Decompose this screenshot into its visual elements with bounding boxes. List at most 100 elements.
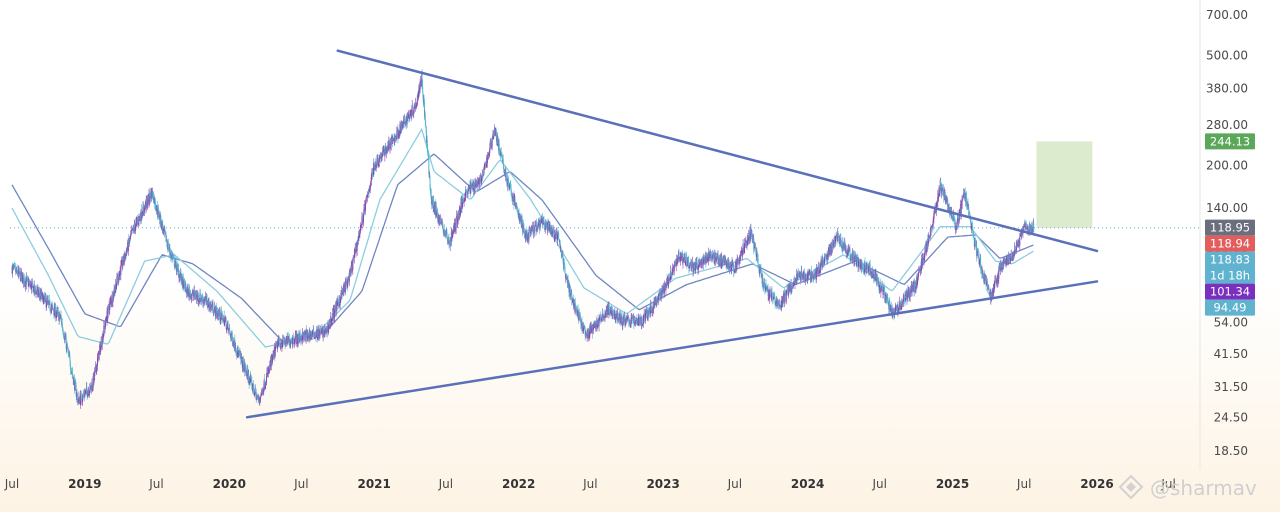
candle-body <box>474 188 476 190</box>
candle-body <box>87 391 89 396</box>
candle-body <box>687 257 689 264</box>
candle-body <box>136 219 138 221</box>
candle-body <box>222 315 224 322</box>
candle-body <box>19 270 21 275</box>
candle-body <box>925 246 927 249</box>
candle-body <box>874 274 876 276</box>
candle-body <box>658 292 660 295</box>
candle-body <box>177 265 179 269</box>
candle-body <box>662 287 664 289</box>
candle-body <box>398 132 400 133</box>
candle-body <box>701 259 703 262</box>
candle-body <box>261 389 263 393</box>
candle-body <box>145 198 147 210</box>
candle-body <box>103 326 105 336</box>
candle-body <box>418 91 420 99</box>
candle-body <box>541 218 543 221</box>
candle-body <box>107 305 109 314</box>
candle-body <box>670 275 672 277</box>
candle-body <box>852 253 854 260</box>
candle-body <box>840 236 841 238</box>
candle-body <box>887 295 889 303</box>
candles[interactable] <box>11 69 1035 409</box>
candle-body <box>924 245 926 254</box>
candle-body <box>256 396 258 400</box>
candle-body <box>909 288 911 297</box>
candle-body <box>535 222 537 232</box>
candle-body <box>347 279 349 288</box>
candle-body <box>652 306 654 313</box>
candle-body <box>128 242 130 244</box>
candle-body <box>484 163 486 165</box>
candle-body <box>51 305 53 309</box>
candle-body <box>751 234 753 242</box>
candle-body <box>883 287 885 290</box>
candle-body <box>66 344 68 350</box>
candle-body <box>734 270 736 273</box>
candle-body <box>42 294 44 296</box>
candle-body <box>739 254 741 257</box>
candle-body <box>688 266 690 269</box>
candle-body <box>889 303 891 308</box>
candle-body <box>614 311 616 320</box>
candle-body <box>985 276 987 281</box>
candle-body <box>511 195 513 199</box>
candle-body <box>644 312 646 321</box>
candle-body <box>709 254 711 258</box>
candle-body <box>416 104 418 107</box>
candle-body <box>944 193 946 202</box>
candle-body <box>793 280 795 285</box>
candle-body <box>582 323 584 327</box>
candle-body <box>243 367 245 372</box>
candle-body <box>838 235 840 238</box>
candle-body <box>84 393 86 397</box>
candle-body <box>59 313 61 318</box>
candle-body <box>840 238 842 246</box>
candle-body <box>537 220 539 226</box>
candle-body <box>102 336 104 343</box>
candle-body <box>719 261 721 265</box>
candle-body <box>609 310 611 313</box>
candle-body <box>650 305 652 309</box>
candle-body <box>706 259 708 261</box>
candle-body <box>67 350 69 353</box>
candle-body <box>57 311 59 314</box>
candle-body <box>678 252 680 260</box>
candle-body <box>740 251 742 253</box>
candle-body <box>41 293 43 298</box>
candle-body <box>166 239 168 243</box>
candle-body <box>489 147 491 153</box>
candle-body <box>780 305 782 308</box>
candle-body <box>361 216 363 226</box>
candle-body <box>270 358 272 366</box>
candle-body <box>439 218 441 221</box>
candle-body <box>419 88 421 92</box>
candle-body <box>536 225 538 230</box>
candle-body <box>364 203 366 211</box>
candle-body <box>973 235 975 239</box>
candle-body <box>659 291 661 298</box>
candle-body <box>604 315 606 317</box>
candle-body <box>922 257 924 264</box>
candle-body <box>362 217 364 222</box>
candle-body <box>661 288 663 292</box>
candle-body <box>468 184 470 190</box>
candle-body <box>964 192 966 197</box>
candle-body <box>864 262 866 273</box>
candle-body <box>137 218 139 224</box>
candle-body <box>839 236 841 245</box>
candle-body <box>526 234 528 241</box>
candle-body <box>494 132 496 134</box>
candle-body <box>52 305 54 308</box>
candle-body <box>130 233 132 236</box>
candle-body <box>863 268 865 272</box>
candle-body <box>686 265 688 266</box>
candle-body <box>695 262 697 271</box>
candle-body <box>75 386 77 397</box>
candle-body <box>954 220 955 222</box>
candle-body <box>526 233 528 236</box>
candle-body <box>917 271 919 277</box>
candle-body <box>339 303 341 306</box>
